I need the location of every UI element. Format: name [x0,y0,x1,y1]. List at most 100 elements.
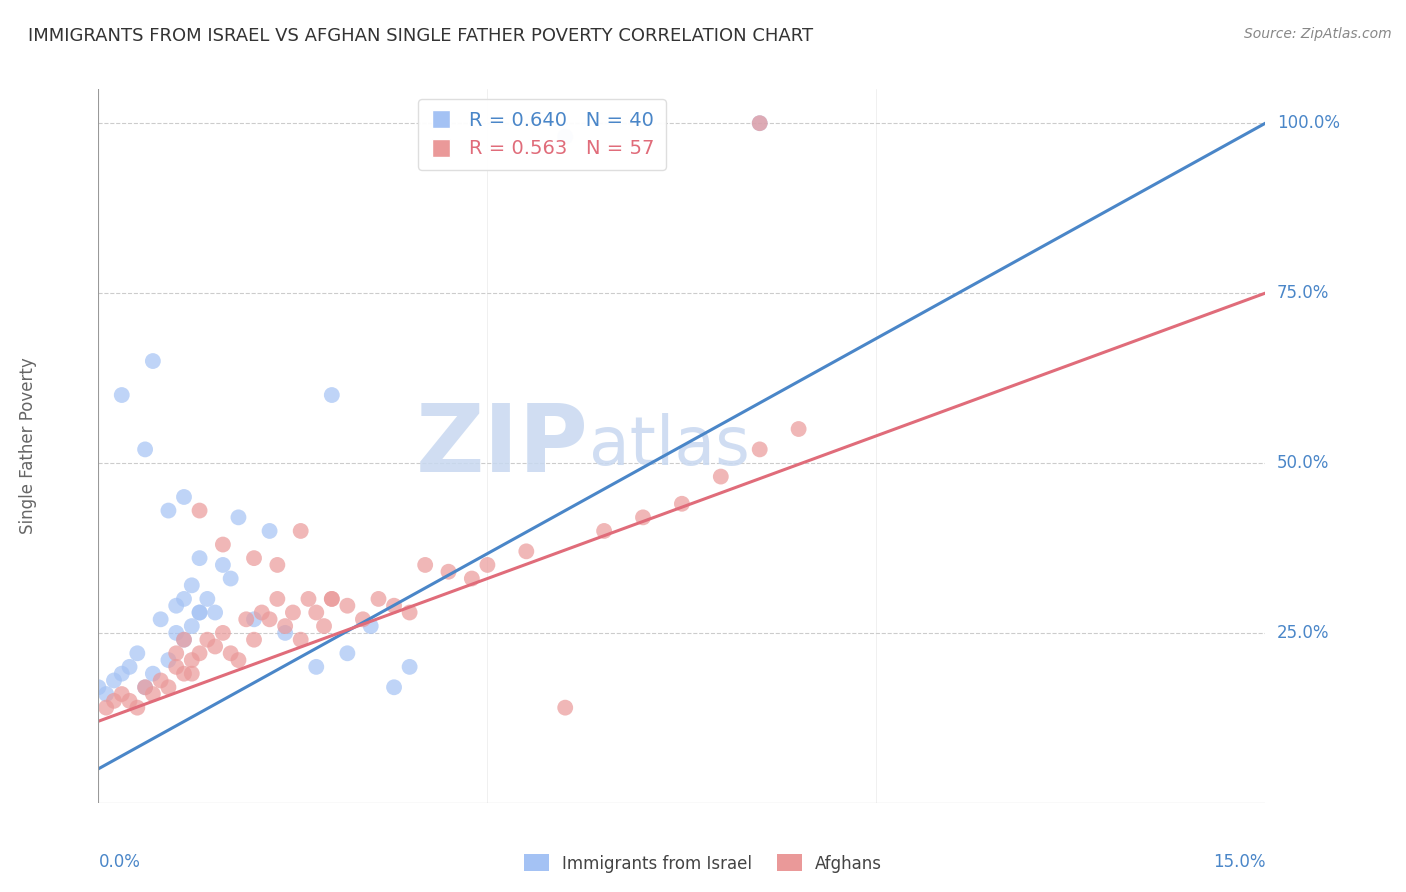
Point [274,619,297,633]
Point [212,558,235,572]
Text: Single Father Poverty: Single Father Poverty [20,358,38,534]
Text: 25.0%: 25.0% [1277,624,1330,642]
Text: ZIP: ZIP [416,400,589,492]
Point [157,503,180,517]
Point [204,606,226,620]
Point [165,660,187,674]
Point [111,666,134,681]
Point [134,680,156,694]
Point [96,700,118,714]
Legend: R = 0.640   N = 40, R = 0.563   N = 57: R = 0.640 N = 40, R = 0.563 N = 57 [418,99,665,170]
Point [398,660,420,674]
Point [352,612,374,626]
Point [281,606,304,620]
Point [134,680,156,694]
Point [127,700,149,714]
Point [398,606,420,620]
Point [165,599,187,613]
Point [180,578,202,592]
Point [515,544,537,558]
Point [243,632,266,647]
Point [710,469,733,483]
Point [321,591,343,606]
Point [188,503,211,517]
Point [219,572,242,586]
Point [134,442,156,457]
Point [382,599,405,613]
Point [111,388,134,402]
Point [631,510,654,524]
Point [748,116,770,130]
Point [180,619,202,633]
Point [96,687,118,701]
Point [188,606,211,620]
Point [188,646,211,660]
Point [188,551,211,566]
Point [165,626,187,640]
Point [204,640,226,654]
Point [413,558,436,572]
Point [312,619,335,633]
Point [103,694,125,708]
Point [437,565,460,579]
Point [266,558,288,572]
Point [228,653,250,667]
Text: 50.0%: 50.0% [1277,454,1330,472]
Point [748,116,770,130]
Point [180,653,202,667]
Text: 0.0%: 0.0% [98,853,141,871]
Point [259,524,281,538]
Point [297,591,319,606]
Point [103,673,125,688]
Point [274,626,297,640]
Point [173,490,195,504]
Text: Source: ZipAtlas.com: Source: ZipAtlas.com [1244,27,1392,41]
Text: 75.0%: 75.0% [1277,284,1330,302]
Point [111,687,134,701]
Point [165,646,187,660]
Point [367,591,389,606]
Point [243,612,266,626]
Point [321,388,343,402]
Point [142,687,165,701]
Point [142,666,165,681]
Point [118,660,141,674]
Legend: Immigrants from Israel, Afghans: Immigrants from Israel, Afghans [517,847,889,880]
Point [173,632,195,647]
Point [787,422,810,436]
Point [336,646,359,660]
Point [290,632,312,647]
Point [127,646,149,660]
Point [212,537,235,551]
Point [118,694,141,708]
Point [290,524,312,538]
Point [87,680,110,694]
Point [360,619,382,633]
Point [382,680,405,694]
Point [477,558,499,572]
Point [219,646,242,660]
Point [173,666,195,681]
Point [195,591,218,606]
Point [195,632,218,647]
Point [671,497,693,511]
Text: 100.0%: 100.0% [1277,114,1340,132]
Text: atlas: atlas [589,413,749,479]
Point [142,354,165,368]
Text: 15.0%: 15.0% [1213,853,1265,871]
Point [305,660,328,674]
Point [554,129,576,144]
Point [266,591,288,606]
Point [243,551,266,566]
Point [157,653,180,667]
Point [461,572,484,586]
Point [336,599,359,613]
Point [593,524,616,538]
Point [149,612,172,626]
Point [250,606,273,620]
Point [157,680,180,694]
Point [321,591,343,606]
Point [235,612,257,626]
Point [173,632,195,647]
Point [748,442,770,457]
